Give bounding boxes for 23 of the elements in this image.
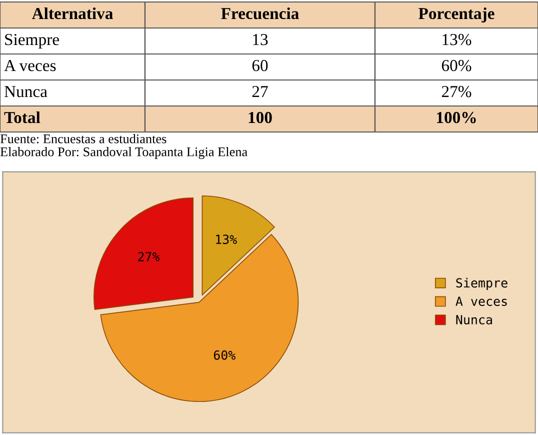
legend-label: A veces — [456, 296, 507, 306]
text: 13% — [442, 34, 472, 46]
data-label: 13% — [216, 234, 237, 244]
text: Elaborado Por: Sandoval Toapanta Ligia Elena — [0, 147, 248, 159]
text: 100 — [248, 112, 272, 124]
source-note: Fuente: Encuestas a estudiantes — [0, 134, 166, 144]
category-label: Nunca — [4, 86, 48, 98]
text: Frecuencia — [221, 7, 299, 20]
text: 13 — [253, 34, 268, 46]
data-label: 27% — [138, 252, 160, 262]
text: 60% — [442, 60, 472, 72]
category-label: Siempre — [5, 34, 59, 49]
text: Total — [4, 111, 40, 124]
legend-label: Nunca — [456, 315, 492, 324]
legend-label: Siempre — [456, 278, 508, 290]
text: Alternativa — [32, 7, 113, 20]
text: 27 — [252, 86, 268, 98]
data-label: 60% — [214, 350, 236, 360]
text: 27% — [442, 86, 472, 98]
text: Porcentaje — [418, 7, 494, 23]
text: 100% — [437, 112, 476, 124]
text: 60 — [252, 60, 268, 72]
category-label: A veces — [4, 60, 56, 72]
